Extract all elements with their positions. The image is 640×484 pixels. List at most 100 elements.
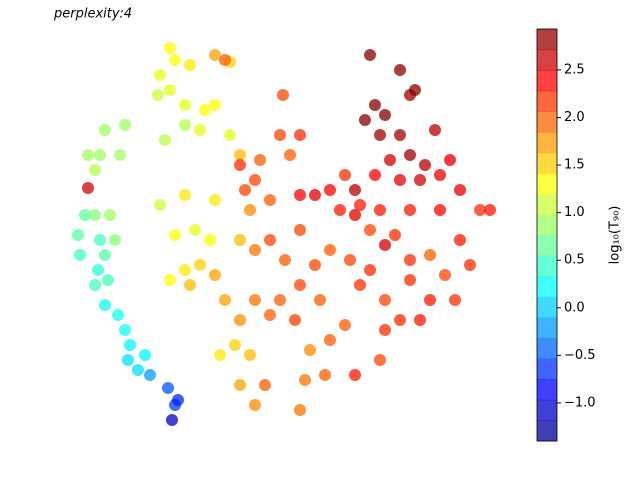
point [199,104,211,116]
point [359,114,371,126]
point [404,149,416,161]
point [159,134,171,146]
point [169,54,181,66]
point [89,209,101,221]
point [219,54,231,66]
colorbar-band [537,214,557,236]
chart-title: perplexity:4 [53,7,132,22]
point [254,154,266,166]
point [374,354,386,366]
point [209,269,221,281]
point [172,394,184,406]
point [94,234,106,246]
point [109,234,121,246]
point [374,204,386,216]
point [249,294,261,306]
point [349,369,361,381]
point [294,404,306,416]
point [324,184,336,196]
point [244,204,256,216]
colorbar-band [537,379,557,401]
colorbar-band [537,132,557,154]
point [234,234,246,246]
point [379,239,391,251]
point [132,364,144,376]
point [104,209,116,221]
point [424,294,436,306]
colorbar-tick-label: 1.0 [564,205,585,220]
point [299,374,311,386]
point [369,169,381,181]
point [209,194,221,206]
point [389,229,401,241]
point [72,229,84,241]
colorbar-band [537,420,557,442]
point [139,349,151,361]
point [429,124,441,136]
point [209,49,221,61]
point [264,194,276,206]
point [364,264,376,276]
point [277,89,289,101]
point [92,264,104,276]
point [274,294,286,306]
colorbar-band [537,111,557,133]
point [249,399,261,411]
colorbar-band [537,358,557,380]
point [154,199,166,211]
point [364,224,376,236]
point [349,209,361,221]
point [404,204,416,216]
point [194,259,206,271]
point [414,314,426,326]
point [449,294,461,306]
point [259,379,271,391]
point [264,234,276,246]
point [444,154,456,166]
colorbar-tick-label: 0.0 [564,300,585,315]
point [304,344,316,356]
point [184,59,196,71]
point [394,64,406,76]
point [394,174,406,186]
point [439,269,451,281]
point [179,99,191,111]
colorbar-band [537,296,557,318]
point [114,149,126,161]
colorbar-band [537,255,557,277]
colorbar-band [537,90,557,112]
point [224,129,236,141]
point [379,324,391,336]
point [122,354,134,366]
point [379,109,391,121]
colorbar-tick-label: 2.0 [564,110,585,125]
colorbar-band [537,338,557,360]
point [164,274,176,286]
point [279,254,291,266]
points-layer [72,42,496,426]
point [264,309,276,321]
point [179,119,191,131]
point [169,229,181,241]
point [209,99,221,111]
point [324,244,336,256]
point [204,234,216,246]
colorbar-tick-label: −0.5 [564,348,596,363]
colorbar-band [537,49,557,71]
colorbar-band [537,193,557,215]
point [404,274,416,286]
colorbar-band [537,173,557,195]
point [464,259,476,271]
point [309,259,321,271]
point [294,129,306,141]
colorbar-label: log₁₀(T₉₀) [608,206,623,265]
point [339,319,351,331]
point [154,69,166,81]
point [234,379,246,391]
colorbar-tick-label: 2.5 [564,62,585,77]
point [324,334,336,346]
point [409,84,421,96]
point [394,129,406,141]
point [294,224,306,236]
